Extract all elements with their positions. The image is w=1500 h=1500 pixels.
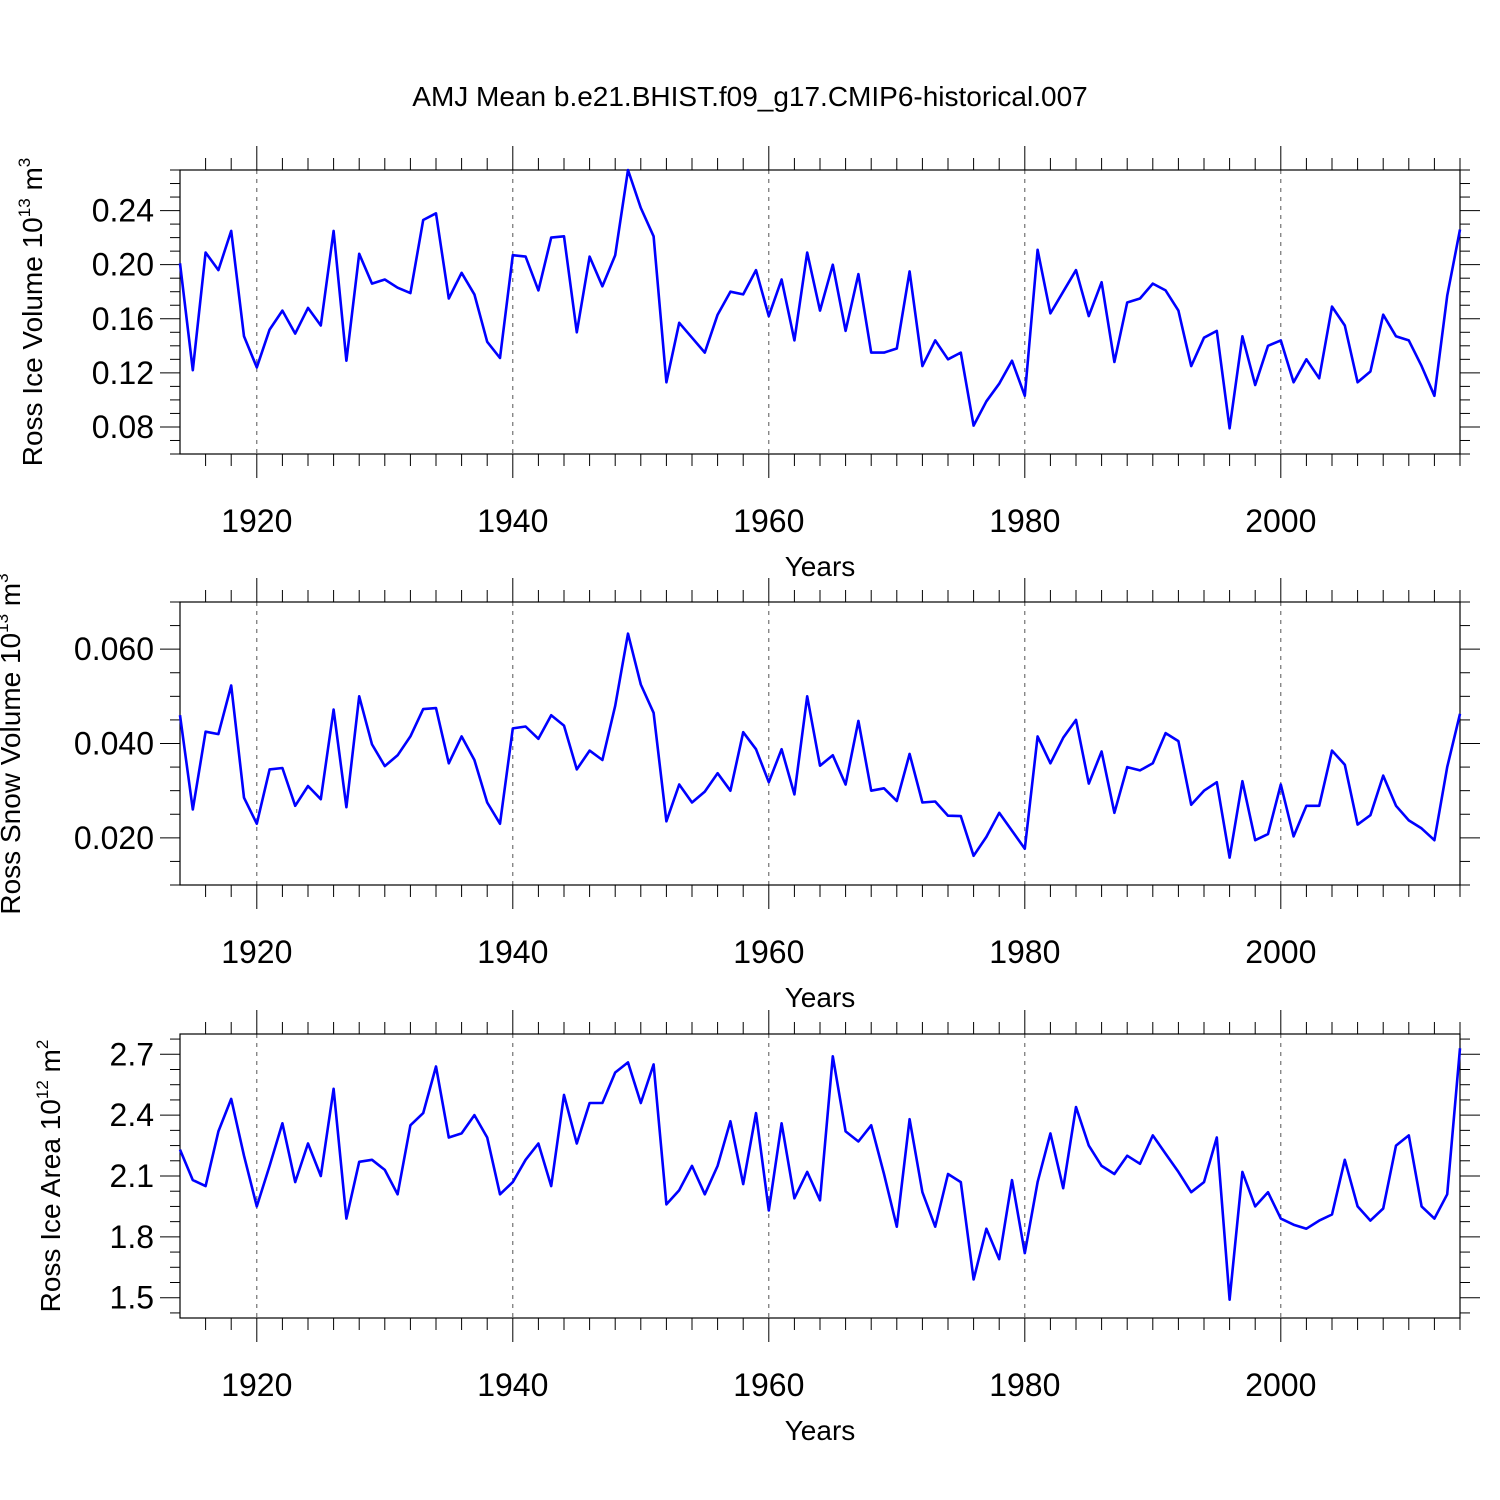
x-tick-label: 1920 (221, 503, 292, 539)
panel-1: 1920 1940 1960 1980 2000 0.08 0.12 0.16 0.20 0.24… (15, 146, 1480, 582)
y-axis-title-ylabel-unit-exp: 3 (15, 158, 34, 167)
y-tick-label: 0.24 (92, 193, 154, 229)
x-tick-label: 1960 (733, 1367, 804, 1403)
y-tick-label: 0.12 (92, 355, 154, 391)
x-axis-title: Years (785, 1415, 856, 1446)
y-axis-title-ylabel-unit-exp: 2 (33, 1040, 52, 1049)
x-tick-label: 1980 (989, 503, 1060, 539)
x-tick-label: 1940 (477, 934, 548, 970)
plot-frame (179, 1033, 1461, 1319)
y-tick-label: 0.16 (92, 301, 154, 337)
series-line (178, 1048, 1462, 1301)
plot-frame (179, 169, 1461, 455)
y-tick-label: 2.4 (110, 1097, 154, 1133)
y-axis-title-ylabel-unit: m (0, 583, 26, 614)
y-tick-label: 1.5 (110, 1280, 154, 1316)
y-axis-title-ylabel-exp: 13 (0, 614, 12, 633)
x-tick-label: 1940 (477, 1367, 548, 1403)
y-axis-title-ylabel-main: Ross Ice Area 10 (35, 1099, 66, 1312)
x-axis-title: Years (785, 982, 856, 1013)
y-axis-title: Ross Snow Volume 1013 m3 (0, 573, 26, 914)
y-tick-label: 1.8 (110, 1219, 154, 1255)
x-tick-label: 1940 (477, 503, 548, 539)
y-axis-title-ylabel-unit: m (35, 1049, 66, 1080)
panel-3: 1920 1940 1960 1980 2000 1.5 1.8 2.1 2.4 2.7 Years… (33, 1010, 1480, 1446)
y-axis-title-ylabel-unit: m (17, 167, 48, 198)
x-tick-label: 1980 (989, 1367, 1060, 1403)
x-tick-label: 2000 (1245, 934, 1316, 970)
x-axis-title: Years (785, 551, 856, 582)
y-axis-title-ylabel-exp: 13 (15, 198, 34, 217)
y-axis-title-ylabel-main: Ross Snow Volume 10 (0, 633, 26, 915)
panel-2: 1920 1940 1960 1980 2000 0.020 0.040 0.060 Years… (0, 573, 1480, 1013)
x-tick-label: 1920 (221, 1367, 292, 1403)
series-line (178, 632, 1462, 859)
y-axis-title: Ross Ice Area 1012 m2 (33, 1040, 66, 1313)
x-tick-label: 1960 (733, 503, 804, 539)
y-tick-label: 2.7 (110, 1036, 154, 1072)
x-tick-label: 2000 (1245, 503, 1316, 539)
y-axis-title-ylabel-unit-exp: 3 (0, 573, 12, 582)
y-tick-label: 2.1 (110, 1158, 154, 1194)
y-tick-label: 0.040 (74, 726, 154, 762)
y-tick-label: 0.20 (92, 247, 154, 283)
y-tick-label: 0.060 (74, 631, 154, 667)
series-line (178, 168, 1462, 430)
x-tick-label: 1920 (221, 934, 292, 970)
x-tick-label: 1960 (733, 934, 804, 970)
y-axis-title-ylabel-main: Ross Ice Volume 10 (17, 217, 48, 466)
y-axis-title: Ross Ice Volume 1013 m3 (15, 158, 48, 467)
y-tick-label: 0.08 (92, 409, 154, 445)
y-tick-label: 0.020 (74, 820, 154, 856)
figure-title: AMJ Mean b.e21.BHIST.f09_g17.CMIP6-histo… (412, 81, 1087, 112)
x-tick-label: 1980 (989, 934, 1060, 970)
x-tick-label: 2000 (1245, 1367, 1316, 1403)
y-axis-title-ylabel-exp: 12 (33, 1080, 52, 1099)
